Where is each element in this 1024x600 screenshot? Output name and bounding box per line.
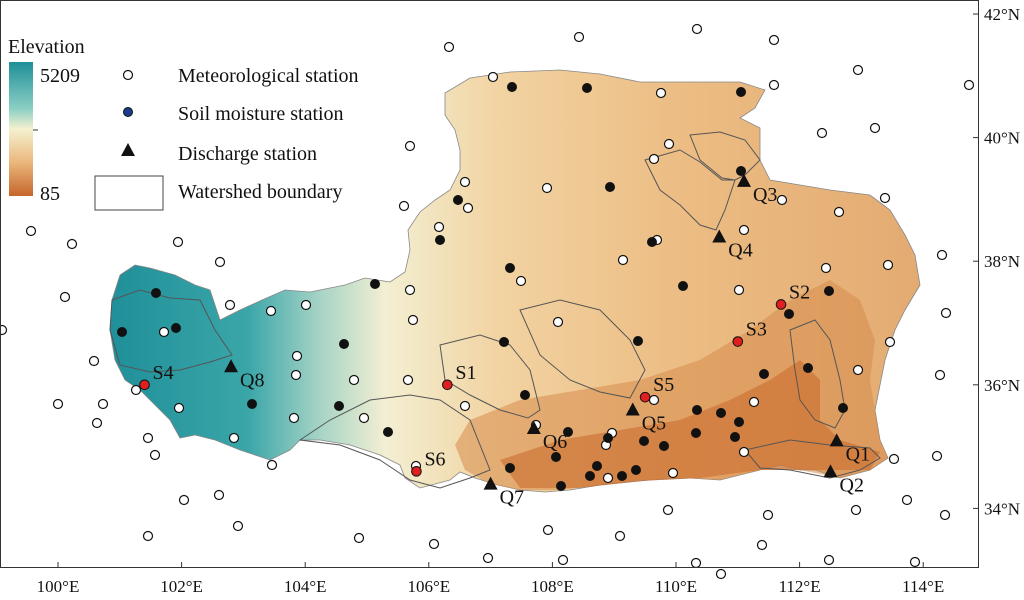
watershed-boundaries — [109, 131, 881, 489]
soil-station-s1 — [442, 379, 453, 391]
x-tick-label: 106°E — [407, 577, 450, 596]
watershed-q2 — [744, 439, 881, 479]
map-frame — [0, 0, 979, 568]
soil-moisture-stations: S1 S2 S3 S4 S5 S6 — [139, 281, 810, 477]
soil-station-s5 — [639, 391, 651, 403]
legend-elevation-min: 85 — [40, 183, 60, 205]
rectangle-icon — [94, 175, 164, 211]
discharge-station-q7 — [483, 476, 498, 490]
watershed-q5 — [519, 299, 646, 399]
legend-item-watershed: Watershed boundary — [178, 181, 342, 203]
legend: Elevation 5209 85 Meteorological station… — [8, 36, 359, 211]
discharge-station-label: Q1 — [846, 443, 870, 465]
x-axis-ticks: 100°E 102°E 104°E 106°E 108°E 110°E 112°E 114°E — [37, 562, 944, 596]
lowland-belt-core — [500, 360, 880, 488]
soil-station-label: S2 — [789, 281, 810, 303]
x-tick-label: 100°E — [37, 577, 80, 596]
soil-station-label: S4 — [153, 362, 174, 384]
legend-item-meteorological: Meteorological station — [178, 65, 359, 87]
discharge-station-label: Q5 — [642, 413, 666, 435]
watershed-q4 — [644, 149, 736, 231]
watershed-q7 — [298, 394, 491, 489]
soil-station-s3 — [732, 336, 744, 347]
discharge-station-label: Q7 — [500, 487, 524, 509]
blue-dot-icon — [123, 107, 133, 117]
x-tick-label: 102°E — [160, 577, 203, 596]
discharge-station-q3 — [736, 173, 751, 187]
discharge-station-label: Q3 — [753, 184, 777, 206]
x-tick-label: 108°E — [531, 577, 574, 596]
x-tick-label: 112°E — [779, 577, 821, 596]
soil-station-s2 — [775, 299, 787, 310]
meteorological-stations — [0, 23, 975, 580]
filled-stations — [117, 82, 848, 491]
soil-station-s6 — [411, 466, 422, 477]
watershed-q8 — [109, 289, 233, 373]
y-tick-label: 40°N — [984, 129, 1020, 148]
legend-elevation-title: Elevation — [8, 36, 85, 58]
discharge-station-q2 — [823, 464, 838, 478]
discharge-station-q6 — [526, 421, 541, 435]
y-axis-ticks: 42°N 40°N 38°N 36°N 34°N — [973, 5, 1020, 518]
soil-station-s4 — [139, 379, 150, 391]
triangle-icon — [121, 143, 135, 156]
discharge-station-label: Q8 — [240, 369, 264, 391]
discharge-station-q5 — [625, 402, 640, 416]
soil-station-label: S5 — [653, 374, 674, 396]
legend-elevation-bar — [9, 62, 33, 196]
legend-item-soil: Soil moisture station — [178, 103, 344, 125]
watershed-q3 — [689, 131, 761, 181]
discharge-station-label: Q6 — [543, 431, 567, 453]
x-tick-label: 114°E — [902, 577, 944, 596]
soil-station-label: S6 — [424, 448, 445, 470]
discharge-station-label: Q2 — [840, 474, 864, 496]
open-circle-icon — [122, 69, 134, 81]
watershed-q1 — [789, 319, 846, 429]
y-tick-label: 34°N — [984, 499, 1020, 518]
y-tick-label: 36°N — [984, 376, 1020, 395]
y-tick-label: 38°N — [984, 252, 1020, 271]
discharge-station-q1 — [829, 433, 844, 447]
soil-station-label: S3 — [746, 319, 767, 341]
legend-item-discharge: Discharge station — [178, 143, 317, 165]
discharge-stations: Q1 Q2 Q3 Q4 Q5 Q6 Q7 Q8 — [224, 173, 870, 509]
watershed-q6 — [439, 334, 541, 419]
soil-station-label: S1 — [455, 362, 476, 384]
discharge-station-label: Q4 — [728, 239, 752, 261]
x-tick-label: 110°E — [655, 577, 697, 596]
x-tick-label: 104°E — [284, 577, 327, 596]
legend-elevation-max: 5209 — [40, 65, 80, 87]
y-tick-label: 42°N — [984, 5, 1020, 24]
discharge-station-q4 — [712, 229, 727, 243]
discharge-station-q8 — [224, 359, 239, 373]
